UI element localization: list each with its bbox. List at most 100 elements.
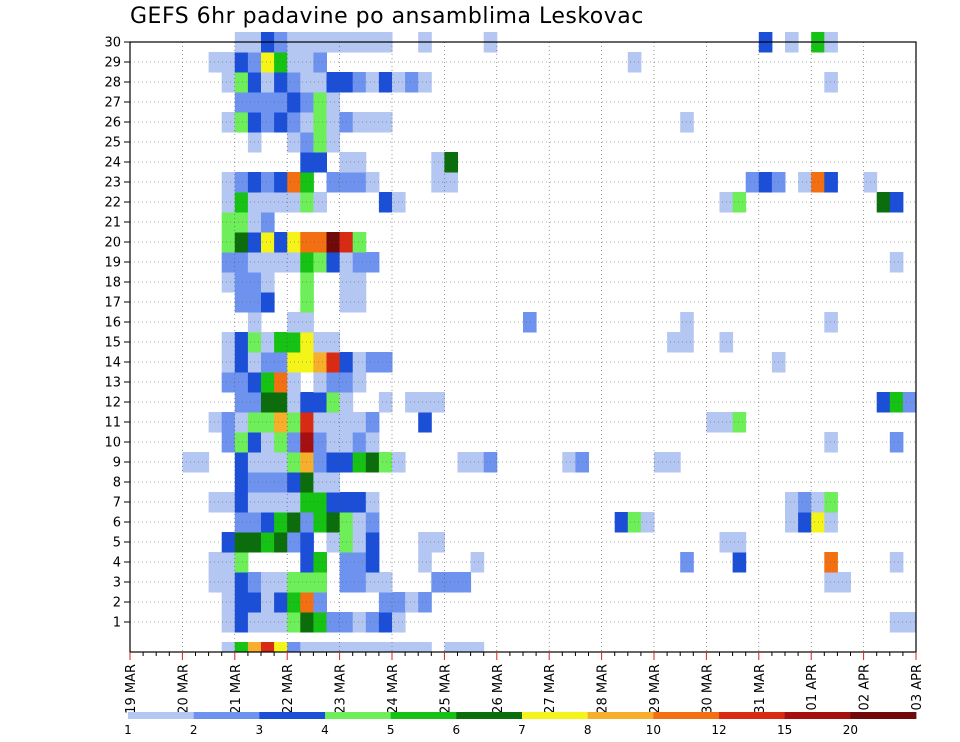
heatmap-cell <box>261 512 275 533</box>
heatmap-cell <box>221 332 236 353</box>
x-tick-label: 31 MAR <box>753 664 768 714</box>
heatmap-cell <box>274 432 288 453</box>
y-tick-label: 9 <box>113 456 121 471</box>
y-tick-label: 26 <box>104 116 121 131</box>
heatmap-cell <box>798 512 812 533</box>
heatmap-cell <box>418 72 432 93</box>
heatmap-cell <box>326 72 341 93</box>
heatmap-cell <box>326 112 341 133</box>
heatmap-cell <box>261 642 275 653</box>
heatmap-cell <box>732 532 747 553</box>
heatmap-cell <box>274 452 288 473</box>
heatmap-cell <box>261 172 275 193</box>
heatmap-cell <box>457 452 472 473</box>
y-tick-label: 5 <box>113 536 121 551</box>
colorbar-swatch <box>850 712 917 719</box>
heatmap-cell <box>326 232 341 253</box>
heatmap-cell <box>313 452 327 473</box>
heatmap-cell <box>326 472 341 493</box>
heatmap-cell <box>221 232 236 253</box>
heatmap-cell <box>247 642 262 653</box>
heatmap-cell <box>732 192 747 213</box>
heatmap-cell <box>234 192 249 213</box>
heatmap-cell <box>300 252 314 273</box>
heatmap-cell <box>352 152 367 173</box>
heatmap-cell <box>352 532 367 553</box>
chart-title: GEFS 6hr padavine po ansamblima Leskovac <box>130 4 644 29</box>
heatmap-cell <box>418 592 432 613</box>
heatmap-cell <box>654 452 668 473</box>
heatmap-cell <box>234 572 249 593</box>
heatmap-cell <box>261 432 275 453</box>
heatmap-cell <box>300 512 314 533</box>
heatmap-cell <box>221 552 236 573</box>
heatmap-cell <box>824 552 838 573</box>
heatmap-cell <box>221 372 236 393</box>
heatmap-cell <box>300 552 314 573</box>
x-tick-label: 20 MAR <box>176 664 191 714</box>
heatmap-cell <box>221 192 236 213</box>
heatmap-cell <box>889 252 904 273</box>
heatmap-cell <box>313 572 327 593</box>
heatmap-cell <box>234 492 249 513</box>
colorbar-label: 1 <box>124 723 132 737</box>
heatmap-cell <box>182 452 196 473</box>
x-tick-label: 19 MAR <box>124 664 139 714</box>
heatmap-cell <box>352 432 367 453</box>
heatmap-cell <box>313 192 327 213</box>
heatmap-cell <box>208 552 223 573</box>
heatmap-cell <box>732 552 747 573</box>
heatmap-cell <box>300 642 314 653</box>
x-tick-label: 23 MAR <box>334 664 349 714</box>
heatmap-cell <box>300 172 314 193</box>
heatmap-cell <box>365 512 380 533</box>
heatmap-cell <box>234 292 249 313</box>
heatmap-cell <box>234 392 249 413</box>
heatmap-cell <box>274 412 288 433</box>
heatmap-cell <box>352 552 367 573</box>
heatmap-cell <box>523 312 537 333</box>
heatmap-cell <box>352 572 367 593</box>
heatmap-cell <box>365 532 380 553</box>
heatmap-cell <box>300 132 314 153</box>
x-tick-label: 21 MAR <box>229 664 244 714</box>
y-tick-label: 16 <box>104 316 121 331</box>
heatmap-cells <box>182 32 917 653</box>
heatmap-cell <box>221 572 236 593</box>
x-tick-label: 30 MAR <box>700 664 715 714</box>
heatmap-cell <box>365 612 380 633</box>
colorbar-swatch <box>325 712 392 719</box>
heatmap-cell <box>274 52 288 73</box>
colorbar-label: 7 <box>518 723 526 737</box>
heatmap-cell <box>221 112 236 133</box>
heatmap-cell <box>352 352 367 373</box>
heatmap-cell <box>365 552 380 573</box>
heatmap-cell <box>876 392 891 413</box>
heatmap-cell <box>300 352 314 373</box>
heatmap-cell <box>313 152 327 173</box>
heatmap-cell <box>234 212 249 233</box>
heatmap-cell <box>261 472 275 493</box>
heatmap-cell <box>261 392 275 413</box>
y-tick-label: 1 <box>113 616 121 631</box>
heatmap-cell <box>365 72 380 93</box>
heatmap-cell <box>300 92 314 113</box>
heatmap-cell <box>732 412 747 433</box>
colorbar-label: 3 <box>256 723 264 737</box>
heatmap-cell <box>234 452 249 473</box>
heatmap-cell <box>313 252 327 273</box>
heatmap-cell <box>261 92 275 113</box>
heatmap-cell <box>758 172 773 193</box>
heatmap-cell <box>221 52 236 73</box>
y-tick-label: 10 <box>104 436 121 451</box>
heatmap-cell <box>378 452 393 473</box>
heatmap-cell <box>313 592 327 613</box>
heatmap-cell <box>785 512 799 533</box>
heatmap-cell <box>221 252 236 273</box>
heatmap-cell <box>352 232 367 253</box>
heatmap-cell <box>300 292 314 313</box>
heatmap-cell <box>365 172 380 193</box>
heatmap-cell <box>352 292 367 313</box>
colorbar-swatch <box>784 712 851 719</box>
heatmap-cell <box>614 512 629 533</box>
